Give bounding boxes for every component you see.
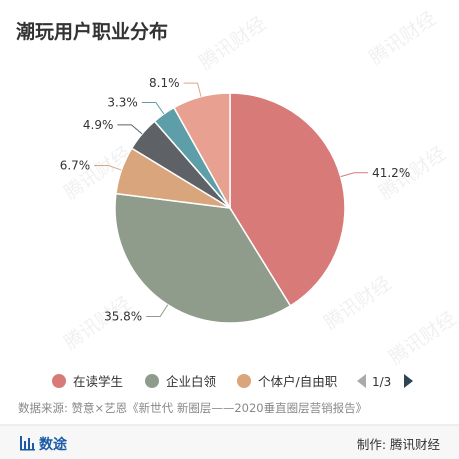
legend: 在读学生 企业白领 个体户/自由职 1/3: [52, 374, 413, 389]
source-note: 数据来源: 赞意×艺恩《新世代 新圈层——2020垂直圈层营销报告》: [18, 401, 367, 415]
pie-label-4: 3.3%: [107, 95, 138, 109]
pie-leader-4: [141, 101, 165, 115]
pie-label-3: 4.9%: [83, 118, 114, 132]
brand-name: 数途: [39, 436, 68, 453]
legend-label-1: 企业白领: [166, 374, 217, 389]
legend-swatch-2: [237, 374, 251, 388]
pie-label-1: 35.8%: [104, 309, 142, 323]
legend-next-icon[interactable]: [404, 374, 413, 388]
pie-leader-3: [117, 124, 143, 135]
pie-label-0: 41.2%: [372, 166, 410, 180]
pie-slices: [114, 92, 346, 324]
pie-leader-2: [94, 164, 122, 171]
pie-leader-5: [183, 82, 202, 97]
pie-slice-5[interactable]: [172, 92, 231, 211]
legend-label-2: 个体户/自由职: [258, 374, 337, 389]
pie-label-2: 6.7%: [60, 158, 91, 172]
pie-slice-1[interactable]: [114, 192, 292, 324]
producer-credit: 制作: 腾讯财经: [357, 437, 441, 452]
pie-leader-0: [340, 172, 369, 178]
watermark-0: 腾讯财经: [195, 12, 270, 74]
legend-prev-icon[interactable]: [357, 374, 366, 388]
pie-labels: 41.2% 35.8% 6.7% 4.9% 3.3% 8.1%: [60, 76, 411, 323]
pie-label-5: 8.1%: [149, 76, 180, 90]
watermark-5: 腾讯财经: [320, 272, 395, 334]
legend-label-0: 在读学生: [73, 374, 123, 389]
legend-page-indicator: 1/3: [372, 375, 391, 389]
legend-swatch-1: [145, 374, 159, 388]
chart-title: 潮玩用户职业分布: [16, 20, 168, 43]
watermark-1: 腾讯财经: [365, 7, 440, 69]
bar-chart-icon: [20, 436, 35, 451]
watermark-7: 腾讯财经: [385, 307, 459, 369]
pie-slice-0[interactable]: [229, 92, 346, 307]
footer-bar: [0, 426, 459, 459]
legend-swatch-0: [52, 374, 66, 388]
pie-leader-1: [146, 304, 169, 317]
